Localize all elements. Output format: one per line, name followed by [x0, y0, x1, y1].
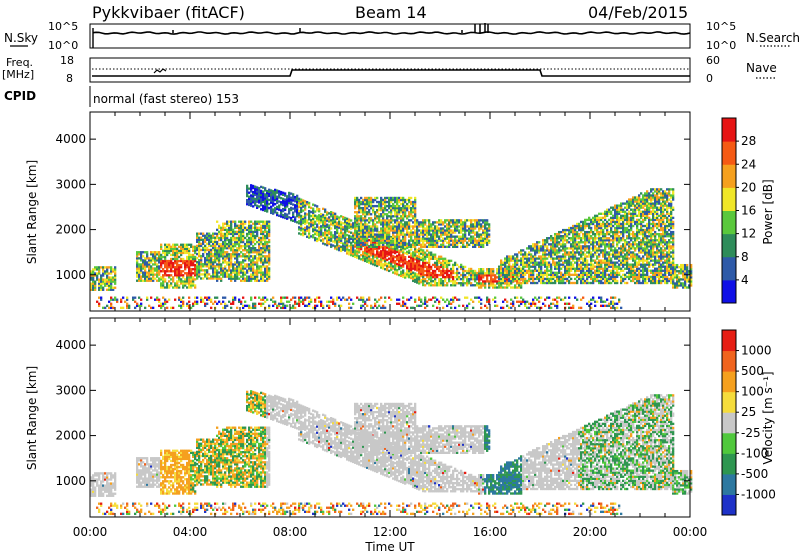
x-axis-label: Time UT [364, 540, 415, 554]
colorbar-swatch [722, 256, 736, 281]
velocity-colorbar-tick: 100 [741, 385, 764, 399]
velocity-colorbar-tick: -25 [741, 426, 761, 440]
x-tick-label: 00:00 [73, 525, 108, 539]
power-colorbar-label: Power [dB] [761, 179, 775, 244]
velocity-colorbar-tick: -1000 [741, 487, 776, 501]
colorbar-swatch [722, 141, 736, 165]
x-tick-label: 04:00 [173, 525, 208, 539]
colorbar-swatch [722, 494, 736, 516]
power-colorbar-tick: 8 [741, 250, 749, 264]
x-tick-label: 20:00 [573, 525, 608, 539]
freq-label: Freq. [6, 56, 33, 69]
colorbar-swatch [722, 210, 736, 235]
colorbar-swatch [722, 453, 736, 475]
colorbar-swatch [722, 118, 736, 142]
velocity-colorbar-tick: 1000 [741, 344, 772, 358]
colorbar-swatch [722, 330, 736, 352]
y-tick-label: 1000 [55, 268, 86, 282]
nsky-label: N.Sky [4, 31, 38, 45]
velocity-colorbar-tick: -500 [741, 467, 768, 481]
colorbar-swatch [722, 371, 736, 393]
y-tick-label: 3000 [55, 177, 86, 191]
nsky-panel [89, 23, 691, 49]
nsky-tick-high: 10^5 [48, 20, 78, 33]
y-tick-label: 3000 [55, 383, 86, 397]
power-colorbar: 4 8 12 16 20 24 28 [721, 117, 756, 304]
velocity-colorbar-label: Velocity [m s⁻¹] [761, 371, 775, 464]
nsearch-tick-high: 10^5 [706, 20, 736, 33]
nave-tick-low: 0 [706, 72, 713, 85]
colorbar-swatch [722, 350, 736, 372]
x-tick-label: 00:00 [673, 525, 708, 539]
power-colorbar-tick: 4 [741, 273, 749, 287]
nave-label: Nave [746, 61, 777, 75]
freq-panel [89, 57, 691, 83]
cpid-text: normal (fast stereo) 153 [93, 92, 239, 106]
cpid-label: CPID [4, 89, 36, 103]
y-tick-label: 4000 [55, 338, 86, 352]
radar-title: Pykkvibaer (fitACF) [92, 3, 245, 22]
nsky-tick-low: 10^0 [48, 39, 78, 52]
x-tick-label: 12:00 [373, 525, 408, 539]
colorbar-swatch [722, 233, 736, 258]
velocity-colorbar-tick: 25 [741, 405, 756, 419]
velocity-ylabel: Slant Range [km] [25, 366, 39, 470]
y-tick-label: 2000 [55, 429, 86, 443]
colorbar-swatch [722, 391, 736, 413]
nsearch-label: N.Search [746, 31, 800, 45]
velocity-colorbar-tick: 500 [741, 364, 764, 378]
x-tick-label: 08:00 [273, 525, 308, 539]
y-tick-label: 1000 [55, 474, 86, 488]
freq-tick-low: 8 [66, 72, 73, 85]
power-colorbar-tick: 20 [741, 180, 756, 194]
x-tick-label: 16:00 [473, 525, 508, 539]
y-tick-label: 4000 [55, 132, 86, 146]
power-ylabel: Slant Range [km] [25, 160, 39, 264]
freq-tick-high: 18 [60, 54, 74, 67]
freq-unit: [MHz] [2, 68, 34, 81]
colorbar-swatch [722, 473, 736, 495]
power-colorbar-tick: 12 [741, 227, 756, 241]
colorbar-swatch [722, 279, 736, 304]
nsearch-tick-low: 10^0 [706, 39, 736, 52]
nave-tick-high: 60 [706, 54, 720, 67]
date-title: 04/Feb/2015 [588, 3, 688, 22]
colorbar-swatch [722, 164, 736, 188]
freq-series [92, 69, 690, 77]
power-colorbar-tick: 16 [741, 204, 756, 218]
power-colorbar-tick: 28 [741, 134, 756, 148]
nsky-series [92, 31, 691, 35]
beam-title: Beam 14 [355, 3, 427, 22]
power-heatmap [90, 184, 693, 310]
velocity-colorbar-tick: -100 [741, 446, 768, 460]
colorbar-swatch [722, 412, 736, 434]
colorbar-swatch [722, 187, 736, 211]
y-tick-label: 2000 [55, 223, 86, 237]
velocity-colorbar: 1000 500 100 25 -25 -100 -500 -1000 [721, 329, 776, 516]
velocity-heatmap [90, 390, 693, 516]
colorbar-swatch [722, 432, 736, 454]
power-colorbar-tick: 24 [741, 157, 756, 171]
